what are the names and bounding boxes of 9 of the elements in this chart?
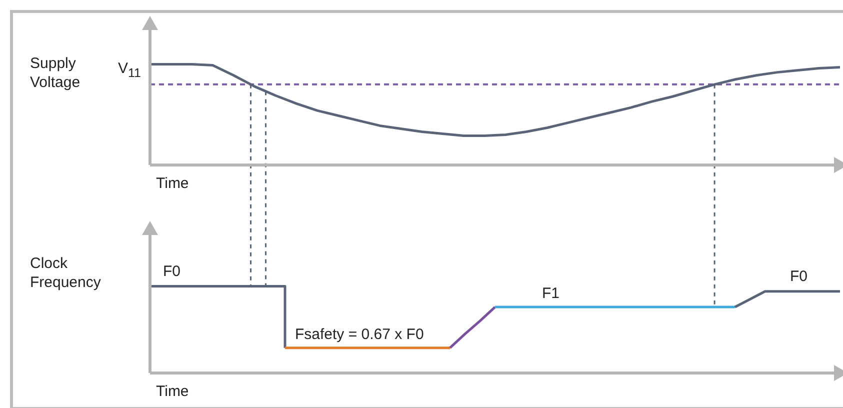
y-axis-title: Supply Voltage [30,54,82,92]
x-axis-title: Time [156,383,189,400]
ref-line-label: V$_{11}$ [118,60,141,80]
annotation: F1 [542,285,560,302]
text: F0 [790,268,808,285]
x-axis-title: Time [156,175,189,192]
y-axis-title: Clock Frequency [30,254,102,292]
text: F0 [163,263,181,280]
annotation: Fsafety = 0.67 x F0 [295,326,424,343]
